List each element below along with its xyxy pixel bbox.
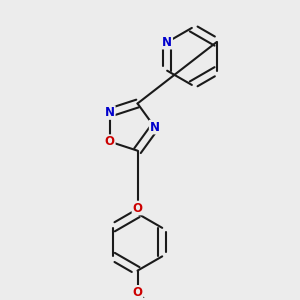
Text: O: O [133, 286, 142, 299]
Text: O: O [133, 202, 142, 214]
Text: N: N [150, 121, 160, 134]
Text: O: O [105, 135, 115, 148]
Text: N: N [162, 36, 172, 49]
Text: N: N [105, 106, 115, 119]
